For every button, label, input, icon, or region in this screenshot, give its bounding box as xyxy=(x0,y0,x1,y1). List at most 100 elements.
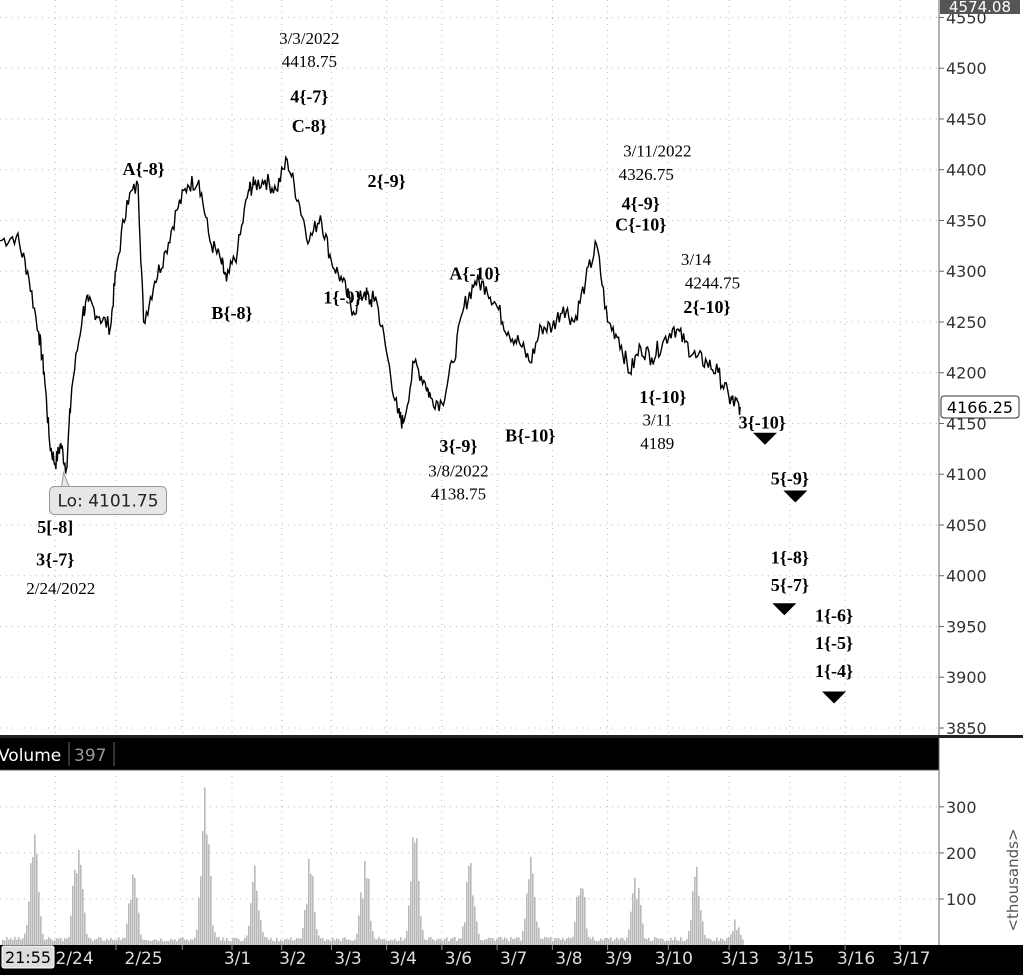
volume-bar xyxy=(584,897,586,945)
volume-bar xyxy=(448,941,450,945)
volume-bar xyxy=(144,939,146,945)
volume-bar xyxy=(606,937,608,945)
volume-bar xyxy=(86,933,88,945)
volume-bar xyxy=(26,925,28,945)
volume-bar xyxy=(204,787,206,945)
volume-bar xyxy=(60,937,62,945)
volume-bar xyxy=(70,915,72,945)
volume-bar xyxy=(634,877,636,945)
wave-label: 3{-9} xyxy=(439,436,477,456)
volume-bar xyxy=(306,903,308,945)
volume-bar xyxy=(524,918,526,945)
volume-bar xyxy=(192,939,194,945)
volume-bar xyxy=(718,941,720,945)
volume-bar xyxy=(176,941,178,945)
volume-bar xyxy=(290,937,292,945)
volume-bar xyxy=(522,931,524,945)
volume-bar xyxy=(380,939,382,945)
volume-bar xyxy=(662,938,664,945)
time-axis: 2/24 2/25 3/1 3/2 3/3 3/4 3/6 3/7 3/8 3/9 3/10 3/13… xyxy=(55,945,930,969)
time-tick-label: 3/15 xyxy=(776,949,814,969)
volume-bar xyxy=(560,940,562,945)
volume-bar xyxy=(638,887,640,945)
volume-bar xyxy=(352,940,354,945)
volume-bar xyxy=(508,941,510,945)
price-tick-label: 4300 xyxy=(946,262,987,281)
top-price-text: 4574.08 xyxy=(949,0,1011,16)
volume-bar xyxy=(4,940,6,945)
volume-bar xyxy=(130,899,132,945)
volume-bar xyxy=(62,941,64,945)
volume-bar xyxy=(340,941,342,945)
volume-bar xyxy=(122,937,124,945)
volume-bar xyxy=(182,937,184,945)
volume-bar xyxy=(36,854,38,945)
price-tick-label: 3950 xyxy=(946,617,987,636)
volume-bar xyxy=(242,940,244,945)
price-axis: 3850 3900 3950 4000 4050 4100 4150 4200 4250 4300… xyxy=(939,8,987,738)
volume-bar xyxy=(18,936,20,945)
last-price-label: 4166.25 xyxy=(940,395,1020,419)
volume-bar xyxy=(214,932,216,945)
volume-bar xyxy=(24,933,26,945)
volume-bar xyxy=(396,940,398,945)
volume-bar xyxy=(376,939,378,945)
volume-bar xyxy=(708,938,710,945)
volume-bar xyxy=(276,937,278,945)
volume-bar xyxy=(208,844,210,945)
wave-annotations: 3/3/2022 4418.75 4{-7} C-8} A{-8} 2{-9} B{-8} 1… xyxy=(26,29,853,681)
volume-bar xyxy=(356,933,358,945)
volume-bar xyxy=(168,941,170,945)
volume-tick-label: 300 xyxy=(946,798,977,817)
volume-bar xyxy=(650,941,652,945)
volume-bar xyxy=(216,937,218,945)
volume-bar xyxy=(100,937,102,945)
volume-bar xyxy=(286,938,288,945)
volume-bar xyxy=(186,939,188,945)
volume-bar xyxy=(652,940,654,945)
volume-bar xyxy=(154,939,156,945)
volume-tick-label: 200 xyxy=(946,844,977,863)
volume-bar xyxy=(260,920,262,945)
volume-bar xyxy=(444,938,446,945)
volume-bar xyxy=(66,938,68,945)
volume-bar xyxy=(636,898,638,945)
volume-bar xyxy=(188,940,190,945)
volume-bar xyxy=(428,937,430,945)
volume-bar xyxy=(54,940,56,945)
volume-bar xyxy=(398,940,400,945)
volume-bar xyxy=(710,939,712,945)
volume-bar xyxy=(548,938,550,945)
time-tick-label: 3/10 xyxy=(655,949,693,969)
volume-bar xyxy=(362,898,364,945)
volume-bar xyxy=(532,873,534,945)
volume-bar xyxy=(236,937,238,945)
time-tick-label: 3/7 xyxy=(500,949,527,969)
volume-bar xyxy=(114,939,116,945)
volume-bar xyxy=(550,936,552,945)
volume-bar xyxy=(594,940,596,945)
volume-bar xyxy=(404,938,406,945)
volume-bar xyxy=(200,876,202,945)
wave-label: 4418.75 xyxy=(282,52,337,71)
volume-bar xyxy=(126,923,128,945)
volume-bar xyxy=(458,938,460,945)
volume-bar xyxy=(266,937,268,945)
volume-bar xyxy=(572,936,574,945)
volume-bar xyxy=(410,881,412,945)
volume-bar xyxy=(170,938,172,945)
volume-bar xyxy=(300,938,302,945)
volume-bar xyxy=(328,939,330,945)
volume-bar xyxy=(304,909,306,945)
volume-bar xyxy=(434,940,436,945)
volume-bar xyxy=(656,937,658,945)
volume-bar xyxy=(370,920,372,945)
volume-bar xyxy=(164,941,166,945)
wave-label: 4{-9} xyxy=(622,193,660,213)
volume-bar xyxy=(368,878,370,945)
volume-bar xyxy=(538,927,540,945)
volume-bar xyxy=(112,940,114,945)
volume-bar xyxy=(320,938,322,945)
cursor-time-label: 21:55 xyxy=(1,945,55,969)
volume-bar xyxy=(184,939,186,945)
